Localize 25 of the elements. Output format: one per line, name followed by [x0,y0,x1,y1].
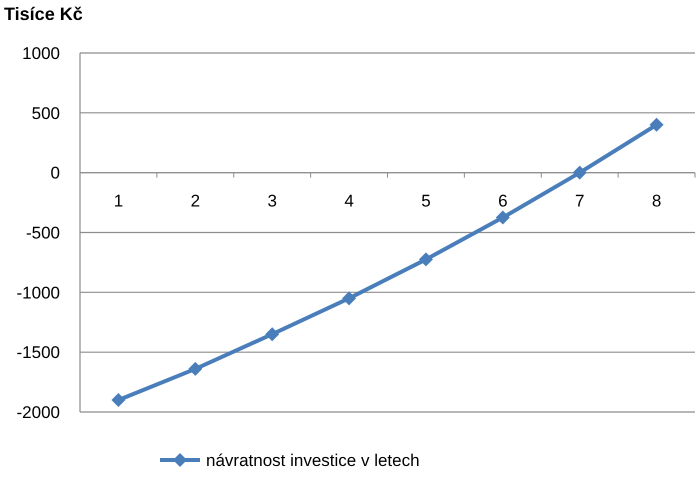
x-tick-label: 1 [114,192,124,211]
x-tick-label: 8 [652,192,662,211]
point [188,362,202,376]
x-tick-label: 5 [421,192,431,211]
point [418,252,433,266]
x-tick-label: 2 [190,192,200,211]
x-tick-label: 7 [574,192,584,211]
y-tick-label: -500 [26,223,60,242]
y-tick-label: -1500 [16,343,60,362]
y-axis-title: Tisíce Kč [4,4,83,24]
y-tick-label: 500 [32,104,60,123]
x-tick-label: 4 [344,192,354,211]
point [572,166,587,180]
y-tick-label: 1000 [22,44,60,63]
point [342,291,356,306]
point [650,118,664,132]
y-tick-label: -1000 [16,283,60,302]
x-tick-label: 6 [498,192,508,211]
x-tick-label: 3 [267,192,277,211]
point [111,393,126,408]
point [265,327,280,342]
legend-label: návratnost investice v letech [206,451,420,470]
point [496,210,510,225]
y-tick-label: 0 [50,164,60,183]
y-tick-label: -2000 [16,402,60,422]
